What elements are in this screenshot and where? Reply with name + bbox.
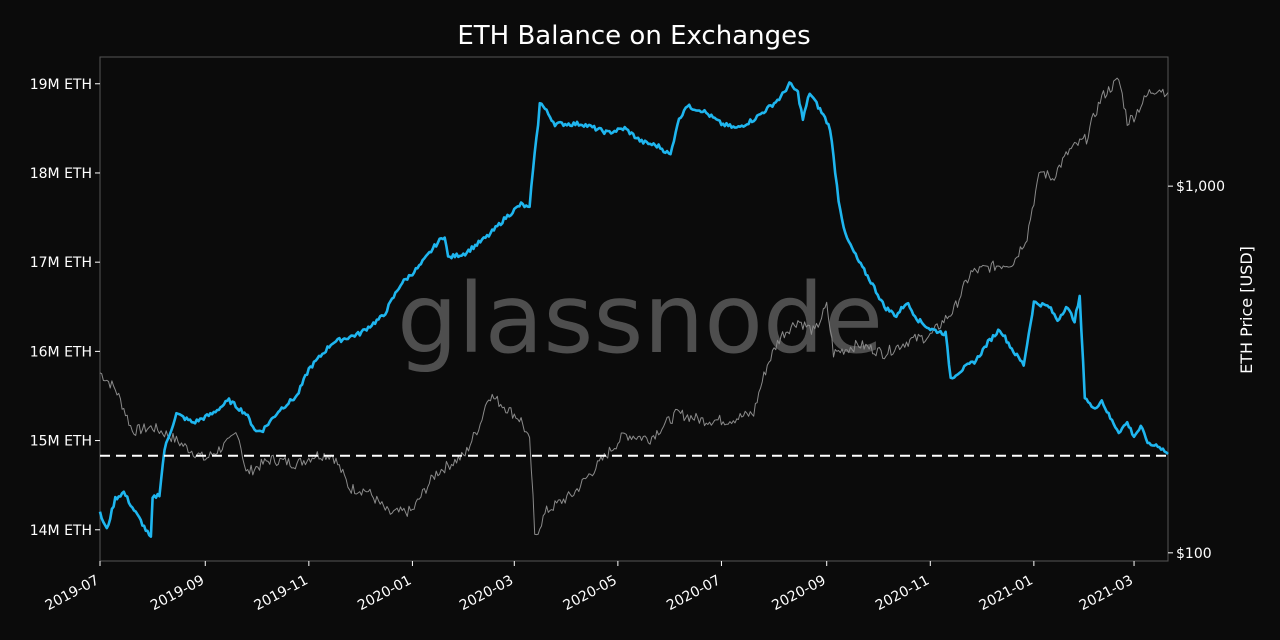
y-left-tick-label: 16M ETH — [30, 344, 92, 360]
y-axis-right: $1,000 $100 — [1168, 179, 1225, 562]
price-line — [99, 77, 1169, 536]
x-tick-label: 2020-07 — [664, 572, 723, 614]
y-left-tick-label: 15M ETH — [30, 434, 92, 450]
x-tick-label: 2020-05 — [561, 572, 620, 614]
y-axis-left: 19M ETH 18M ETH 17M ETH 16M ETH 15M ETH 14M E… — [30, 77, 100, 539]
y-left-tick-label: 19M ETH — [30, 77, 92, 93]
x-tick-label: 2020-11 — [873, 572, 932, 614]
chart-title: ETH Balance on Exchanges — [457, 21, 810, 51]
x-tick-label: 2020-09 — [769, 572, 828, 614]
y-left-tick-label: 18M ETH — [30, 166, 92, 182]
x-tick-label: 2020-01 — [355, 572, 414, 614]
y-axis-right-label: ETH Price [USD] — [1237, 246, 1256, 374]
y-right-tick-label: $100 — [1176, 546, 1212, 562]
x-tick-label: 2019-11 — [252, 572, 311, 614]
y-left-tick-label: 17M ETH — [30, 255, 92, 271]
plot-frame — [99, 56, 1169, 562]
balance-series — [98, 81, 1169, 538]
balance-line — [98, 81, 1169, 538]
x-tick-label: 2020-03 — [457, 572, 516, 614]
y-left-tick-label: 14M ETH — [30, 523, 92, 539]
x-tick-label: 2019-07 — [43, 572, 102, 614]
x-axis: 2019-07 2019-09 2019-11 2020-01 2020-03 2020-… — [43, 561, 1136, 614]
watermark-text: glassnode — [397, 263, 883, 375]
x-tick-label: 2021-03 — [1077, 572, 1136, 614]
x-tick-label: 2019-09 — [148, 572, 207, 614]
price-series — [99, 77, 1169, 536]
x-tick-label: 2021-01 — [977, 572, 1036, 614]
y-right-tick-label: $1,000 — [1176, 179, 1225, 195]
